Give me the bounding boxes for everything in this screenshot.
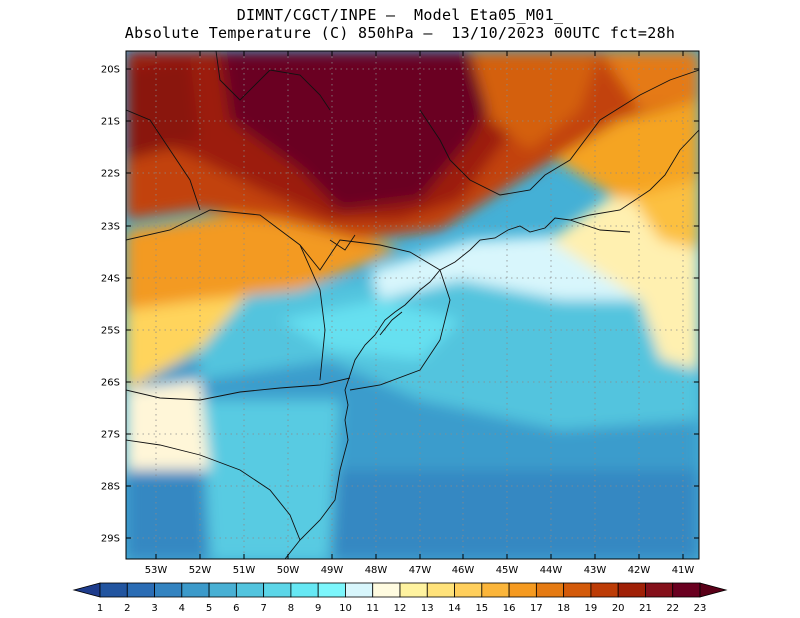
lon-label: 48W [365, 565, 388, 576]
lon-label: 46W [452, 565, 475, 576]
colorbar-label: 19 [585, 603, 598, 614]
colorbar-swatch [645, 582, 674, 598]
lat-label: 23S [101, 222, 120, 233]
colorbar-swatch [535, 582, 565, 598]
colorbar-label: 16 [503, 603, 516, 614]
colorbar-label: 4 [179, 603, 185, 614]
map-frame [125, 50, 700, 560]
colorbar-label: 22 [666, 603, 679, 614]
lon-label: 43W [584, 565, 607, 576]
lon-label: 44W [540, 565, 563, 576]
colorbar-label: 12 [394, 603, 407, 614]
colorbar-swatch [481, 582, 510, 598]
colorbar-arrow-low [72, 582, 101, 598]
latitude-labels: 20S 21S 22S 23S 24S 25S 26S 27S 28S 29S [101, 65, 120, 545]
colorbar-label: 10 [339, 603, 352, 614]
colorbar [72, 582, 728, 598]
colorbar-swatch [617, 582, 646, 598]
colorbar-label: 3 [151, 603, 157, 614]
longitude-labels: 53W 52W 51W 50W 49W 48W 47W 46W 45W 44W 43W 42W 41W [145, 565, 695, 576]
colorbar-label: 6 [233, 603, 239, 614]
axis-ticks [126, 51, 699, 559]
colorbar-label: 21 [639, 603, 652, 614]
colorbar-swatch [126, 582, 155, 598]
colorbar-swatch [672, 582, 701, 598]
lat-label: 27S [101, 430, 120, 441]
colorbar-swatch [235, 582, 265, 598]
colorbar-swatch [590, 582, 619, 598]
lon-label: 47W [409, 565, 432, 576]
lat-label: 26S [101, 378, 120, 389]
colorbar-label: 20 [612, 603, 625, 614]
colorbar-label: 1 [97, 603, 103, 614]
colorbar-label: 7 [260, 603, 266, 614]
colorbar-swatch [208, 582, 237, 598]
colorbar-swatch [317, 582, 346, 598]
colorbar-label: 15 [475, 603, 488, 614]
colorbar-label: 8 [288, 603, 294, 614]
lat-label: 21S [101, 117, 120, 128]
lon-label: 50W [277, 565, 300, 576]
colorbar-swatch [181, 582, 210, 598]
colorbar-label: 18 [557, 603, 570, 614]
lon-label: 41W [672, 565, 695, 576]
colorbar-swatch [508, 582, 537, 598]
title-line-1: DIMNT/CGCT/INPE – Model Eta05_M01_ [236, 6, 564, 24]
colorbar-label: 14 [448, 603, 461, 614]
coastline-borders [126, 51, 699, 559]
colorbar-label: 23 [694, 603, 707, 614]
colorbar-swatch [563, 582, 592, 598]
lat-label: 24S [101, 274, 120, 285]
temperature-field [126, 51, 699, 559]
colorbar-swatch [372, 582, 401, 598]
lon-label: 42W [628, 565, 651, 576]
title-line-2: Absolute Temperature (C) 850hPa – 13/10/… [124, 24, 676, 42]
colorbar-label: 17 [530, 603, 543, 614]
colorbar-arrow-high [699, 582, 728, 598]
colorbar-label: 2 [124, 603, 130, 614]
colorbar-swatch [399, 582, 428, 598]
colorbar-label: 11 [366, 603, 379, 614]
colorbar-swatch [290, 582, 319, 598]
colorbar-swatch [154, 582, 183, 598]
lat-label: 29S [101, 534, 120, 545]
lon-label: 51W [233, 565, 256, 576]
colorbar-swatch [99, 582, 128, 598]
lon-label: 52W [189, 565, 212, 576]
lat-label: 20S [101, 65, 120, 76]
colorbar-swatch [263, 582, 292, 598]
colorbar-labels: 1 2 3 4 5 6 7 8 9 10 11 12 13 14 15 16 17 18 19 20 21 22 23 [97, 603, 707, 614]
lon-label: 49W [321, 565, 344, 576]
colorbar-swatch [454, 582, 483, 598]
lon-label: 53W [145, 565, 168, 576]
colorbar-swatch [345, 582, 374, 598]
grid-lines [126, 51, 699, 559]
lat-label: 22S [101, 169, 120, 180]
lat-label: 25S [101, 326, 120, 337]
colorbar-swatch [426, 582, 455, 598]
lat-label: 28S [101, 482, 120, 493]
colorbar-label: 9 [315, 603, 321, 614]
colorbar-label: 13 [421, 603, 434, 614]
colorbar-label: 5 [206, 603, 212, 614]
lon-label: 45W [496, 565, 519, 576]
